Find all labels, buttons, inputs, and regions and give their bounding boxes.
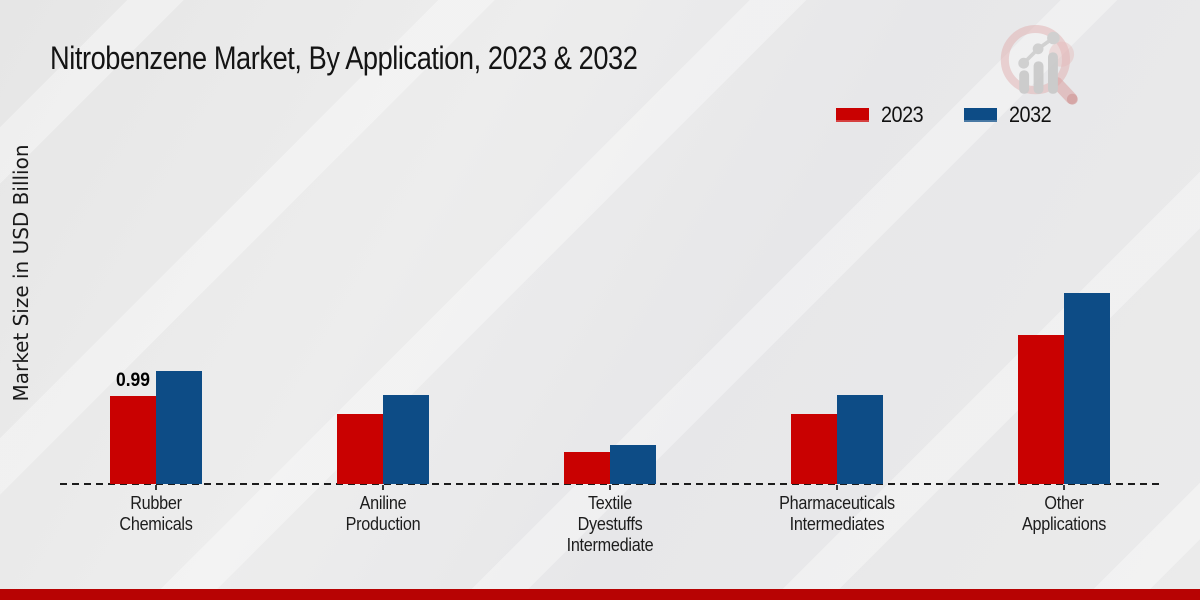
x-tick-label: Other Applications <box>1021 493 1107 534</box>
bar-2023-other-applications <box>1018 335 1064 484</box>
x-axis-tick <box>155 485 157 490</box>
chart-title: Nitrobenzene Market, By Application, 202… <box>50 40 638 76</box>
bar-2032-other-applications <box>1064 293 1110 484</box>
x-tick-label: Rubber Chemicals <box>119 493 193 534</box>
legend-swatch-2023 <box>836 108 869 122</box>
footer-bar <box>0 589 1200 600</box>
x-tick-label: Textile Dyestuffs Intermediate <box>566 493 654 555</box>
bar-2032-aniline-production <box>383 395 429 484</box>
bar-2023-textile-dyestuffs-intermediate <box>564 452 610 484</box>
bar-2032-pharmaceuticals-intermediates <box>837 395 883 484</box>
legend-item-2023: 2023 <box>836 102 928 128</box>
bar-2032-rubber-chemicals <box>156 371 202 484</box>
x-tick-label: Aniline Production <box>345 493 421 534</box>
x-axis-tick <box>836 485 838 490</box>
bar-2023-pharmaceuticals-intermediates <box>791 414 837 484</box>
legend-swatch-2032 <box>963 108 997 122</box>
legend-item-2032: 2032 <box>963 102 1056 128</box>
bar-2032-textile-dyestuffs-intermediate <box>610 445 656 484</box>
x-tick-label: Pharmaceuticals Intermediates <box>779 493 895 534</box>
legend: 2023 2032 <box>836 102 1056 128</box>
bar-2023-rubber-chemicals <box>110 396 156 484</box>
legend-label-2032: 2032 <box>1008 102 1052 127</box>
legend-label-2023: 2023 <box>881 102 924 127</box>
x-axis-tick <box>1063 485 1065 490</box>
x-axis-line <box>60 483 1160 485</box>
x-axis-tick <box>382 485 384 490</box>
magnifier-bar-chart-logo-icon <box>1000 24 1078 105</box>
x-axis-tick <box>609 485 611 490</box>
bar-value-label: 0.99 <box>115 370 151 391</box>
bar-2023-aniline-production <box>337 414 383 484</box>
